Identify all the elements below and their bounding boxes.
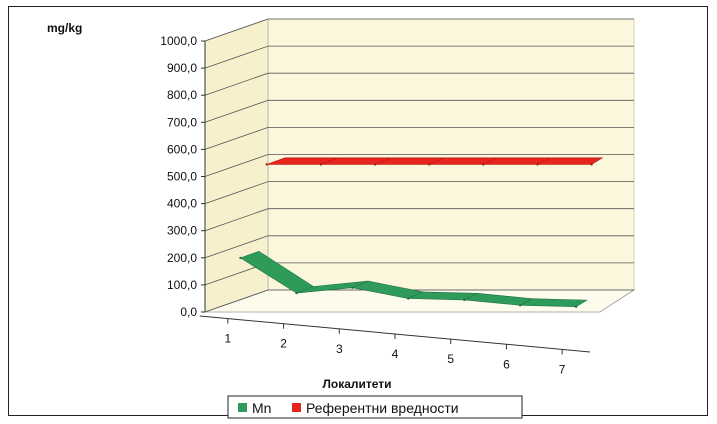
data-point (351, 286, 354, 289)
data-point (373, 163, 377, 166)
x-tick-label: 5 (447, 352, 454, 366)
x-axis-ticks: 1 2 3 4 5 6 7 (199, 315, 591, 376)
y-tick-label: 100,0 (167, 278, 197, 292)
legend: Mn Референтни вредности (227, 395, 523, 419)
x-tick-label: 2 (280, 337, 287, 351)
y-tick-label: 200,0 (167, 251, 197, 265)
ribbon-segment (519, 298, 588, 308)
y-tick-label: 0,0 (180, 305, 197, 319)
y-tick-label: 1000,0 (160, 34, 197, 48)
gridline (204, 235, 634, 259)
data-point (519, 304, 522, 307)
gridline (204, 18, 634, 42)
gridline (204, 154, 634, 177)
data-point (239, 256, 242, 260)
gridline (204, 289, 634, 313)
y-tick-label: 900,0 (167, 61, 197, 75)
y-axis-ticks: 0,0 100,0 200,0 300,0 400,0 500,0 600,0 700,0 80… (160, 34, 206, 319)
series-reference-ribbon (265, 157, 604, 166)
data-point (295, 291, 298, 295)
y-tick-label: 400,0 (167, 197, 197, 211)
data-point (428, 163, 431, 166)
y-tick-label: 300,0 (167, 224, 197, 238)
x-tick-label: 1 (225, 332, 232, 346)
legend-label-mn: Mn (252, 400, 271, 416)
data-point (407, 297, 410, 300)
data-point (463, 298, 466, 302)
data-point (536, 163, 539, 166)
x-tick-label: 3 (336, 342, 343, 356)
series-layer (239, 157, 604, 308)
y-tick-label: 800,0 (167, 88, 197, 102)
legend-box (227, 395, 523, 419)
y-tick-label: 500,0 (167, 170, 197, 184)
legend-swatch-reference (292, 403, 301, 412)
legend-swatch-mn (238, 403, 247, 412)
legend-label-reference: Референтни вредности (306, 400, 459, 416)
data-point (590, 163, 593, 166)
gridline (204, 181, 634, 204)
series-mn-ribbon (239, 250, 588, 308)
gridline (204, 72, 634, 96)
gridline (204, 127, 634, 150)
x-axis-label: Локалитети (322, 377, 391, 391)
ribbon-segment (537, 157, 604, 165)
gridline (204, 99, 634, 123)
y-tick-label: 700,0 (167, 115, 197, 129)
x-tick-label: 6 (503, 357, 510, 371)
y-axis-label: mg/kg (47, 21, 82, 35)
x-tick-label: 4 (392, 347, 399, 361)
data-point (319, 163, 323, 166)
data-point (574, 305, 578, 308)
gridline (204, 208, 634, 232)
data-point (265, 163, 268, 166)
data-point (482, 163, 485, 166)
gridline (204, 45, 634, 69)
x-tick-label: 7 (559, 362, 566, 376)
y-tick-label: 600,0 (167, 142, 197, 156)
